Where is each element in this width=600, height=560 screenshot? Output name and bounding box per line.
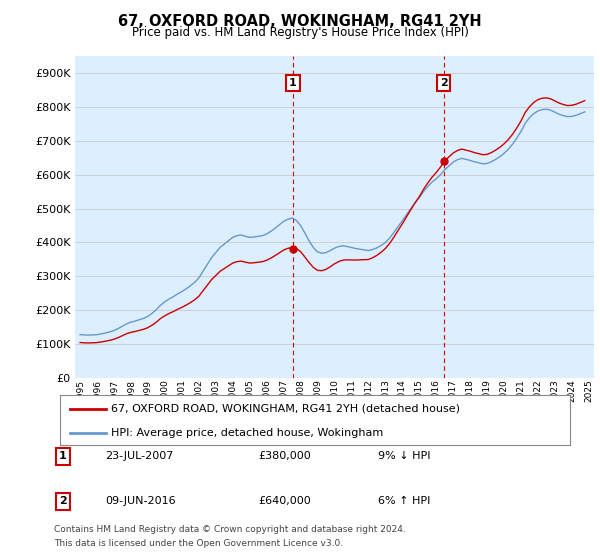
Text: 1: 1	[59, 451, 67, 461]
Text: 1: 1	[289, 78, 297, 88]
Text: 6% ↑ HPI: 6% ↑ HPI	[378, 496, 430, 506]
Text: Price paid vs. HM Land Registry's House Price Index (HPI): Price paid vs. HM Land Registry's House …	[131, 26, 469, 39]
Text: This data is licensed under the Open Government Licence v3.0.: This data is licensed under the Open Gov…	[54, 539, 343, 548]
Text: 23-JUL-2007: 23-JUL-2007	[105, 451, 173, 461]
Text: 2: 2	[59, 496, 67, 506]
Text: 67, OXFORD ROAD, WOKINGHAM, RG41 2YH (detached house): 67, OXFORD ROAD, WOKINGHAM, RG41 2YH (de…	[111, 404, 460, 414]
Text: Contains HM Land Registry data © Crown copyright and database right 2024.: Contains HM Land Registry data © Crown c…	[54, 525, 406, 534]
Text: £380,000: £380,000	[258, 451, 311, 461]
Text: HPI: Average price, detached house, Wokingham: HPI: Average price, detached house, Woki…	[111, 428, 383, 437]
Text: £640,000: £640,000	[258, 496, 311, 506]
Text: 2: 2	[440, 78, 448, 88]
Text: 67, OXFORD ROAD, WOKINGHAM, RG41 2YH: 67, OXFORD ROAD, WOKINGHAM, RG41 2YH	[118, 14, 482, 29]
Text: 09-JUN-2016: 09-JUN-2016	[105, 496, 176, 506]
Text: 9% ↓ HPI: 9% ↓ HPI	[378, 451, 431, 461]
